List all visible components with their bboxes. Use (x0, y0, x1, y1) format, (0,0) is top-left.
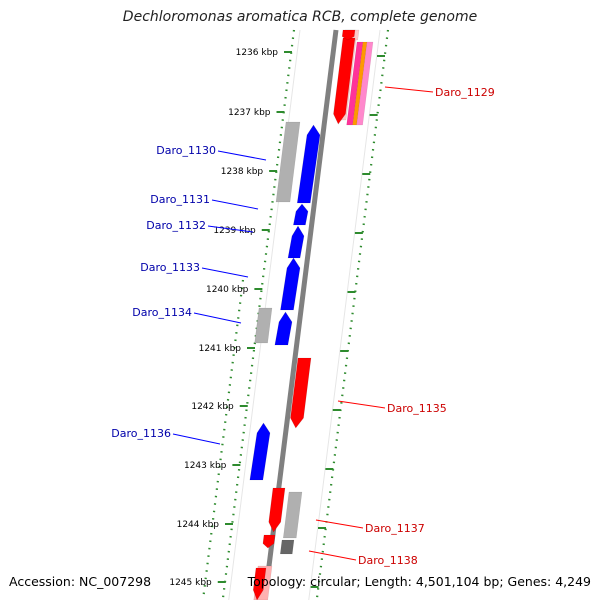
topology-text: Topology: circular; Length: 4,501,104 bp… (247, 574, 591, 589)
gene-label: Daro_1137 (365, 522, 425, 535)
tick-label: 1245 kbp (169, 578, 212, 588)
gene-label: Daro_1130 (156, 144, 216, 157)
label-leader-line (308, 550, 357, 561)
gene-labels: Daro_1130 Daro_1131 Daro_1132 Daro_1133 Daro… (111, 86, 494, 567)
label-leader-line (201, 267, 249, 278)
gene-label: Daro_1134 (132, 306, 192, 319)
label-leader-line (337, 400, 386, 409)
feature-block (282, 491, 303, 539)
tick-label: 1238 kbp (221, 167, 264, 177)
feature-block (356, 41, 374, 126)
gene-label: Daro_1131 (150, 193, 210, 206)
label-leader-line (315, 519, 364, 529)
gene-daro-1135 (290, 357, 312, 429)
gene-label: Daro_1138 (358, 554, 418, 567)
tick-label: 1236 kbp (236, 48, 279, 58)
gene-daro-1138 (279, 539, 295, 555)
feature-block (254, 307, 273, 344)
gene-daro-1131 (293, 203, 309, 226)
gene-daro-1133 (280, 257, 301, 311)
dotted-guides (201, 29, 390, 600)
tick-label: 1240 kbp (206, 285, 249, 295)
label-leader-line (193, 312, 242, 324)
gene-daro-1132 (287, 225, 305, 259)
kbp-ticks: 1236 kbp 1237 kbp 1238 kbp 1239 kbp 1240 kbp… (169, 48, 385, 588)
gene-label: Daro_1132 (146, 219, 206, 232)
feature-block (275, 121, 301, 203)
gene-label: Daro_1129 (435, 86, 495, 99)
gene-label: Daro_1136 (111, 427, 171, 440)
label-leader-line (217, 150, 267, 161)
tick-label: 1244 kbp (177, 520, 220, 530)
gene-forward-offscreen (252, 567, 267, 600)
label-leader-line (172, 433, 221, 445)
feature-track (249, 29, 374, 600)
label-leader-line (211, 199, 259, 210)
label-leader-line (207, 225, 254, 233)
tick-label: 1243 kbp (184, 461, 227, 471)
gene-label: Daro_1135 (387, 402, 447, 415)
tick-label: 1241 kbp (199, 344, 242, 354)
gene-daro-1136 (249, 422, 271, 481)
gene-daro-1134 (274, 311, 293, 346)
label-leader-line (384, 86, 434, 93)
genome-title: Dechloromonas aromatica RCB, complete ge… (122, 9, 478, 25)
dotted-guide-line (201, 279, 245, 600)
gene-daro-1129-upstream (341, 29, 356, 41)
tick-label: 1237 kbp (228, 108, 271, 118)
track-guide-line (308, 29, 381, 600)
tick-label: 1239 kbp (213, 226, 256, 236)
gene-label: Daro_1133 (140, 261, 200, 274)
gene-small-forward (262, 534, 276, 549)
tick-label: 1242 kbp (191, 402, 234, 412)
gene-daro-1130 (296, 124, 321, 204)
gene-daro-1129 (333, 37, 356, 125)
gene-daro-1137 (268, 487, 286, 533)
accession-text: Accession: NC_007298 (9, 574, 152, 589)
